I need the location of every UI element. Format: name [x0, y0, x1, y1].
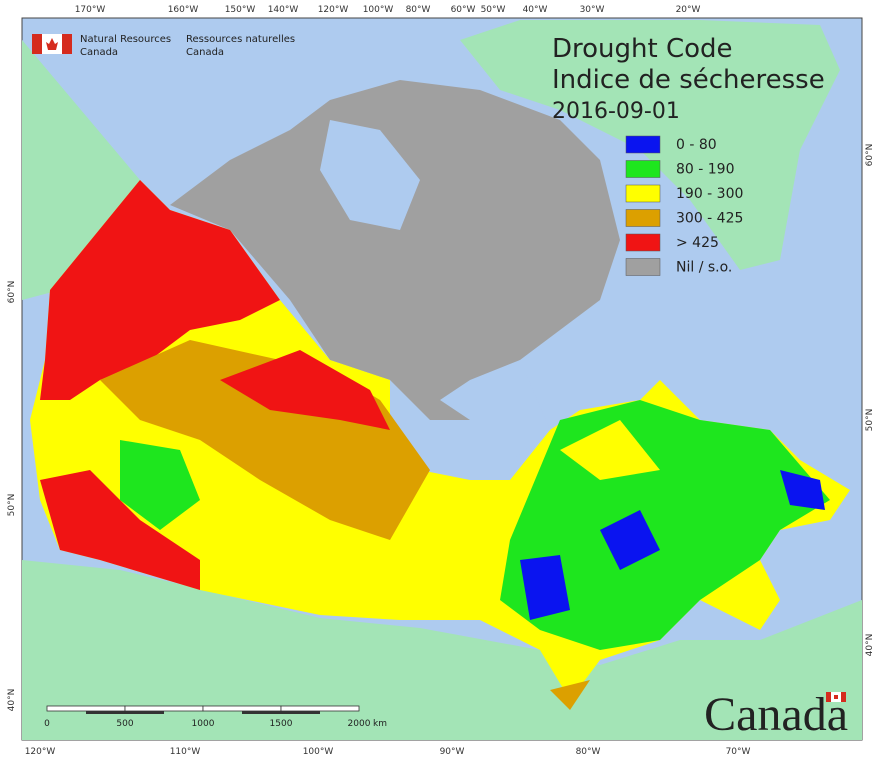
latitude-label: 40°N: [7, 689, 17, 712]
longitude-label: 60°W: [451, 5, 476, 15]
legend-swatch: [625, 160, 661, 178]
department-en: Natural Resources: [80, 34, 171, 45]
scale-label: 0: [44, 719, 50, 729]
legend-swatch: [625, 184, 661, 203]
wordmark-flag: [826, 692, 846, 702]
latitude-label: 40°N: [865, 634, 875, 657]
longitude-label: 30°W: [580, 5, 605, 15]
date: 2016-09-01: [552, 99, 680, 124]
scale-segment: [202, 705, 282, 712]
latitude-label: 50°N: [7, 494, 17, 517]
title: Drought Code: [552, 34, 733, 64]
zone-red: [40, 180, 280, 400]
department-fr: Canada: [186, 47, 224, 58]
scale-segment: [46, 705, 126, 712]
channel: [320, 120, 420, 230]
legend-swatch: [625, 135, 661, 154]
zone-red: [40, 470, 200, 590]
scale-label: 1000: [192, 719, 215, 729]
scale-unit: km: [373, 719, 387, 729]
longitude-label: 110°W: [170, 747, 201, 757]
zone-green: [120, 440, 200, 530]
longitude-label: 150°W: [225, 5, 256, 15]
usa: [22, 560, 862, 740]
longitude-label: 100°W: [303, 747, 334, 757]
scale-segment: [125, 711, 164, 714]
legend-label: 190 - 300: [676, 186, 743, 202]
legend-label: Nil / s.o.: [676, 260, 732, 276]
longitude-label: 90°W: [440, 747, 465, 757]
latitude-label: 50°N: [865, 409, 875, 432]
legend-label: > 425: [676, 235, 719, 251]
legend-label: 80 - 190: [676, 162, 735, 178]
longitude-label: 120°W: [25, 747, 56, 757]
legend-label: 0 - 80: [676, 137, 717, 153]
wordmark: Canada: [704, 688, 848, 741]
department-fr: Ressources naturelles: [186, 34, 295, 45]
zone-red: [220, 350, 390, 430]
scale-label: 2000: [348, 719, 371, 729]
alaska: [22, 40, 140, 300]
zone-orange: [550, 680, 590, 710]
longitude-label: 160°W: [168, 5, 199, 15]
longitude-label: 170°W: [75, 5, 106, 15]
title: Indice de sécheresse: [552, 65, 825, 95]
department-en: Canada: [80, 47, 118, 58]
zone-yellow: [560, 420, 660, 480]
longitude-label: 120°W: [318, 5, 349, 15]
hudson-bay: [440, 360, 550, 470]
legend-label: 300 - 425: [676, 211, 743, 227]
latitude-label: 60°N: [865, 144, 875, 167]
longitude-label: 40°W: [523, 5, 548, 15]
scale-label: 1500: [270, 719, 293, 729]
legend-swatch: [625, 233, 661, 252]
zone-blue: [780, 470, 825, 510]
scale-segment: [124, 705, 204, 712]
scale-segment: [280, 705, 360, 712]
scale-segment: [242, 711, 281, 714]
longitude-label: 100°W: [363, 5, 394, 15]
zone-blue: [600, 510, 660, 570]
no-data-area: [170, 80, 620, 420]
longitude-label: 70°W: [726, 747, 751, 757]
logo: [32, 34, 72, 54]
scale-segment: [86, 711, 125, 714]
scale-segment: [281, 711, 320, 714]
scale-label: 500: [116, 719, 133, 729]
longitude-label: 80°W: [406, 5, 431, 15]
legend-swatch: [625, 258, 661, 276]
longitude-label: 50°W: [481, 5, 506, 15]
longitude-label: 20°W: [676, 5, 701, 15]
longitude-label: 140°W: [268, 5, 299, 15]
legend-swatch: [625, 209, 661, 227]
zone-blue: [520, 555, 570, 620]
latitude-label: 60°N: [7, 281, 17, 304]
longitude-label: 80°W: [576, 747, 601, 757]
